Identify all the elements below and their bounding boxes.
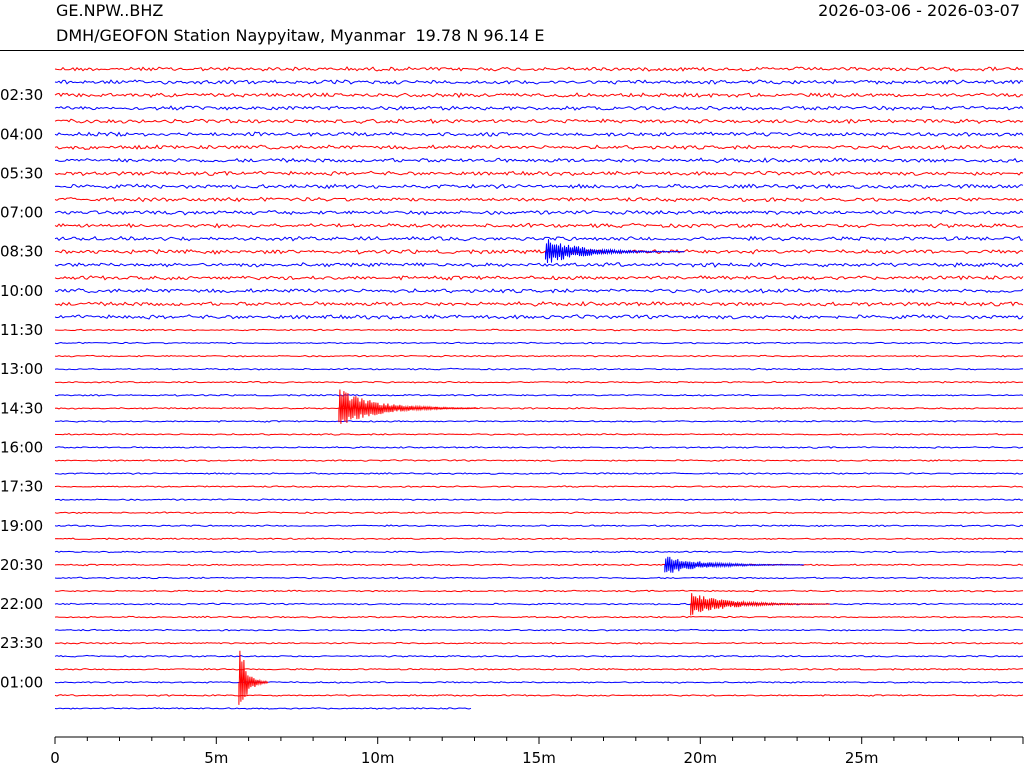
trace-line <box>54 118 1024 125</box>
seismic-event-waveform <box>690 593 830 616</box>
trace-line <box>54 235 1024 242</box>
trace-line <box>54 628 1023 632</box>
x-tick-label: 20m <box>683 749 717 767</box>
trace-line <box>54 222 1024 229</box>
event-group <box>238 239 830 705</box>
row-time-label: 10:00 <box>0 282 43 300</box>
row-time-label: 14:30 <box>0 399 43 417</box>
trace-line <box>54 131 1024 137</box>
trace-line <box>54 183 1024 190</box>
row-time-label: 22:00 <box>0 595 43 613</box>
trace-line <box>54 615 1024 619</box>
trace-line <box>54 563 1024 567</box>
trace-line <box>54 79 1024 85</box>
seismic-event-waveform <box>545 239 685 264</box>
trace-line <box>54 681 1024 684</box>
trace-line <box>54 589 1024 593</box>
date-range: 2026-03-06 - 2026-03-07 <box>818 1 1020 20</box>
station-description: DMH/GEOFON Station Naypyitaw, Myanmar 19… <box>56 26 545 45</box>
row-time-label: 07:00 <box>0 204 43 222</box>
trace-line <box>54 144 1024 151</box>
trace-line <box>54 654 1023 658</box>
trace-line <box>54 407 1024 410</box>
row-time-label: 23:30 <box>0 634 43 652</box>
row-time-label: 13:00 <box>0 360 43 378</box>
trace-line <box>54 433 1024 436</box>
trace-line <box>54 393 1024 397</box>
row-time-label: 11:30 <box>0 321 43 339</box>
trace-line <box>54 446 1024 449</box>
row-time-label: 02:30 <box>0 86 43 104</box>
trace-line <box>54 196 1024 203</box>
trace-line <box>54 694 1024 697</box>
trace-line <box>54 537 1024 541</box>
row-time-label: 20:30 <box>0 556 43 574</box>
trace-line <box>54 262 1024 268</box>
trace-group <box>54 66 1024 710</box>
x-axis: 0 5m 10m 15m 20m 25m <box>50 736 1024 767</box>
trace-line <box>54 313 1024 320</box>
trace-line <box>54 472 1024 475</box>
row-time-label: 16:00 <box>0 439 43 457</box>
trace-line <box>54 459 1024 462</box>
x-tick-label: 5m <box>204 749 228 767</box>
x-tick-label: 15m <box>522 749 556 767</box>
trace-line <box>54 576 1024 580</box>
seismic-event-waveform <box>338 389 479 424</box>
trace-line <box>54 524 1024 528</box>
trace-line <box>54 66 1024 72</box>
trace-line <box>54 354 1024 358</box>
trace-line <box>54 248 1024 255</box>
trace-line <box>54 367 1024 371</box>
trace-line <box>54 550 1024 554</box>
trace-line <box>54 105 1024 111</box>
seismic-event-waveform <box>238 650 269 705</box>
x-tick-label: 25m <box>845 749 879 767</box>
x-tick-label: 10m <box>361 749 395 767</box>
trace-line <box>54 287 1024 294</box>
row-time-label: 17:30 <box>0 478 43 496</box>
trace-line <box>54 209 1024 216</box>
row-time-label: 08:30 <box>0 243 43 261</box>
trace-line <box>54 328 1024 332</box>
trace-line <box>54 485 1024 488</box>
trace-line <box>54 602 1024 606</box>
trace-line <box>54 92 1024 99</box>
trace-line <box>54 641 1024 645</box>
trace-line <box>54 667 1023 671</box>
row-time-label: 04:00 <box>0 125 43 143</box>
trace-line <box>54 380 1023 384</box>
trace-line <box>54 170 1024 177</box>
row-time-label: 05:30 <box>0 164 43 182</box>
header-divider <box>0 50 1024 51</box>
trace-line <box>54 707 472 710</box>
trace-line <box>54 498 1024 501</box>
trace-line <box>54 511 1024 515</box>
trace-line <box>54 157 1024 164</box>
trace-line <box>54 420 1024 423</box>
trace-line <box>54 341 1024 345</box>
trace-line <box>54 275 1024 281</box>
row-time-label: 19:00 <box>0 517 43 535</box>
x-tick-label: 0 <box>50 749 60 767</box>
trace-line <box>54 300 1024 307</box>
row-label-group: 02:30 04:00 05:30 07:00 08:30 10:00 11:30 13:00… <box>0 86 43 691</box>
station-code: GE.NPW..BHZ <box>56 1 164 20</box>
seismic-event-waveform <box>664 556 804 573</box>
row-time-label: 01:00 <box>0 673 43 691</box>
